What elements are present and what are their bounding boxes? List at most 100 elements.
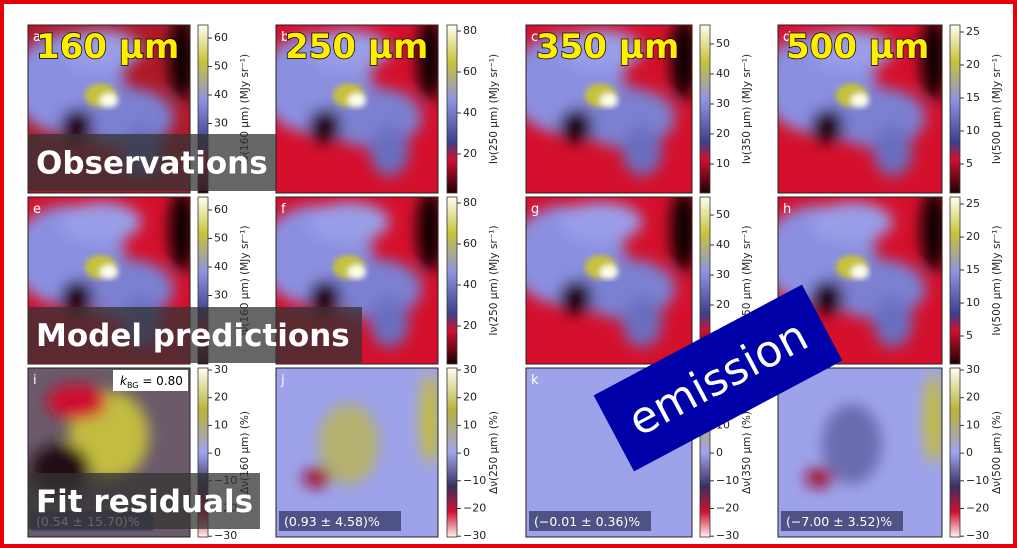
colorbar-tick-label: −20 bbox=[716, 502, 739, 515]
colorbar-label: Iν(350 μm) (MJy sr⁻¹) bbox=[741, 54, 753, 164]
peak bbox=[100, 94, 118, 108]
blob bbox=[811, 281, 844, 314]
blob bbox=[370, 126, 409, 176]
peak bbox=[600, 94, 618, 108]
blob bbox=[559, 202, 642, 242]
blob bbox=[370, 297, 409, 347]
blob bbox=[559, 281, 592, 314]
colorbar-tick-label: 50 bbox=[716, 37, 730, 50]
colorbar-tick-label: 60 bbox=[214, 203, 228, 216]
colorbar-tick-label: 0 bbox=[463, 446, 470, 459]
colorbar-tick-label: 5 bbox=[966, 329, 973, 342]
blob bbox=[670, 189, 697, 273]
row-label: Model predictions bbox=[36, 318, 350, 354]
colorbar-tick-label: 10 bbox=[966, 124, 980, 137]
colorbar-tick-label: 20 bbox=[966, 230, 980, 243]
peak bbox=[600, 265, 618, 279]
colorbar-tick-label: −20 bbox=[966, 502, 989, 515]
colorbar-tick-label: −30 bbox=[463, 529, 486, 542]
colorbar-tick-label: 30 bbox=[716, 268, 730, 281]
panel-letter: f bbox=[281, 202, 286, 217]
column-title: 350 µm bbox=[536, 27, 679, 67]
colorbar-label: Iν(250 μm) (MJy sr⁻¹) bbox=[488, 225, 500, 335]
blob bbox=[47, 384, 107, 420]
colorbar-tick-label: 10 bbox=[716, 157, 730, 170]
colorbar-tick-label: 30 bbox=[966, 363, 980, 376]
colorbar-tick-label: 20 bbox=[716, 298, 730, 311]
colorbar-tick-label: 80 bbox=[463, 196, 477, 209]
colorbar-tick-label: 50 bbox=[214, 232, 228, 245]
blob bbox=[811, 109, 844, 143]
colorbar bbox=[950, 197, 960, 364]
blob bbox=[417, 189, 443, 273]
colorbar bbox=[700, 25, 710, 193]
colorbar-label: Δν(350 μm) (%) bbox=[741, 411, 753, 494]
colorbar-tick-label: 10 bbox=[214, 418, 228, 431]
peak bbox=[100, 265, 118, 279]
kbg-subscript: BG bbox=[127, 381, 139, 390]
colorbar-tick-label: 60 bbox=[463, 65, 477, 78]
colorbar-tick-label: 10 bbox=[966, 418, 980, 431]
colorbar-tick-label: 30 bbox=[463, 363, 477, 376]
colorbar-tick-label: 20 bbox=[716, 127, 730, 140]
colorbar-tick-label: −10 bbox=[716, 474, 739, 487]
colorbar-tick-label: −30 bbox=[716, 529, 739, 542]
kbg-box: kBG = 0.80 bbox=[113, 370, 188, 391]
colorbar-tick-label: 60 bbox=[214, 31, 228, 44]
colorbar-tick-label: 40 bbox=[463, 106, 477, 119]
colorbar bbox=[447, 368, 457, 537]
blob bbox=[622, 297, 662, 347]
panel-letter: i bbox=[33, 373, 37, 388]
panel: j3020100−10−20−30Δν(250 μm) (%)(0.93 ± 4… bbox=[276, 363, 500, 542]
colorbar-label: Iν(500 μm) (MJy sr⁻¹) bbox=[991, 54, 1003, 164]
colorbar-tick-label: 40 bbox=[463, 278, 477, 291]
column-title: 500 µm bbox=[786, 27, 929, 67]
figure: a60504030Iν(160 μm) (MJy sr⁻¹)b80604020I… bbox=[0, 0, 1017, 548]
panel-letter: j bbox=[280, 373, 285, 388]
colorbar-tick-label: 30 bbox=[214, 117, 228, 130]
colorbar-tick-label: 30 bbox=[214, 363, 228, 376]
colorbar-tick-label: 5 bbox=[966, 157, 973, 170]
blob bbox=[805, 468, 833, 488]
colorbar-tick-label: 0 bbox=[214, 446, 221, 459]
blob bbox=[169, 189, 195, 273]
colorbar-tick-label: 20 bbox=[966, 391, 980, 404]
residual-stat: (0.93 ± 4.58)% bbox=[284, 514, 380, 529]
colorbar-tick-label: 40 bbox=[716, 67, 730, 80]
residual-stat: (−0.01 ± 0.36)% bbox=[534, 514, 640, 529]
blob bbox=[622, 126, 662, 176]
colorbar-tick-label: 25 bbox=[966, 25, 980, 38]
colorbar-tick-label: −10 bbox=[463, 474, 486, 487]
colorbar-tick-label: 50 bbox=[716, 208, 730, 221]
colorbar-tick-label: 50 bbox=[214, 60, 228, 73]
colorbar-tick-label: −10 bbox=[966, 474, 989, 487]
row-label: Observations bbox=[36, 146, 268, 182]
blob bbox=[60, 202, 141, 242]
colorbar-tick-label: −20 bbox=[463, 502, 486, 515]
blob bbox=[921, 189, 947, 273]
colorbar-label: Δν(500 μm) (%) bbox=[991, 411, 1003, 494]
blob bbox=[420, 374, 440, 464]
blob bbox=[308, 109, 340, 143]
blob bbox=[559, 109, 592, 143]
colorbar-tick-label: −30 bbox=[214, 529, 237, 542]
blob bbox=[924, 374, 944, 464]
colorbar-tick-label: 0 bbox=[966, 446, 973, 459]
colorbar-tick-label: 15 bbox=[966, 91, 980, 104]
colorbar-tick-label: 20 bbox=[463, 319, 477, 332]
peak bbox=[348, 94, 366, 108]
peak bbox=[851, 94, 869, 108]
colorbar-tick-label: 25 bbox=[966, 197, 980, 210]
colorbar bbox=[950, 368, 960, 537]
colorbar-tick-label: 10 bbox=[966, 296, 980, 309]
row-label: Fit residuals bbox=[36, 484, 253, 520]
blob bbox=[303, 468, 331, 488]
colorbar bbox=[950, 25, 960, 193]
colorbar-tick-label: 60 bbox=[463, 237, 477, 250]
panel-letter: e bbox=[33, 202, 41, 217]
colorbar-tick-label: 10 bbox=[463, 418, 477, 431]
colorbar-tick-label: −30 bbox=[966, 529, 989, 542]
colorbar-tick-label: 0 bbox=[716, 446, 723, 459]
colorbar-tick-label: 40 bbox=[214, 88, 228, 101]
column-title: 160 µm bbox=[36, 27, 179, 67]
